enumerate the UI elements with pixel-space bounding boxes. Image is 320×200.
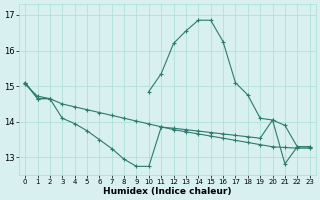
X-axis label: Humidex (Indice chaleur): Humidex (Indice chaleur) [103, 187, 232, 196]
